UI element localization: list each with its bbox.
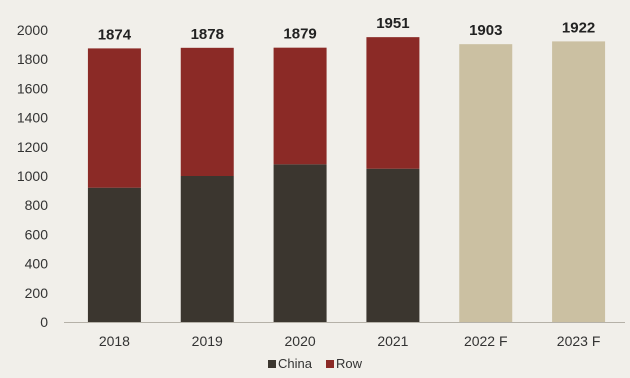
bar-forecast [552,41,606,322]
y-tick-label: 200 [25,285,49,301]
y-tick-label: 1000 [17,168,48,184]
y-tick-label: 0 [40,314,48,330]
total-label: 1878 [191,26,224,43]
total-label: 1903 [469,22,502,39]
x-tick-label: 2022 F [464,333,508,349]
x-tick-label: 2018 [99,333,130,349]
total-label: 1922 [562,19,595,36]
total-label: 1874 [98,26,132,43]
x-tick-label: 2019 [192,333,223,349]
y-tick-label: 2000 [17,22,48,38]
y-tick-label: 1200 [17,139,48,155]
bar-row [87,48,141,188]
bars [87,37,606,323]
x-tick-label: 2023 F [557,333,601,349]
y-tick-label: 1400 [17,110,48,126]
total-labels: 1874 1878 1879 1951 1903 1922 [98,15,596,43]
total-label: 1879 [283,26,316,43]
total-label: 1951 [376,15,409,32]
legend-swatch-row [326,360,334,368]
y-axis-ticks: 0 200 400 600 800 1000 1200 1400 1600 1800 2000 [17,22,48,330]
legend-label-china: China [278,356,313,371]
y-tick-label: 1600 [17,80,48,96]
bar-row [366,37,420,169]
legend: China Row [268,356,363,371]
y-tick-label: 1800 [17,51,48,67]
bar-china [87,187,141,322]
y-tick-label: 800 [25,197,49,213]
legend-swatch-china [268,360,276,368]
bar-china [273,164,327,322]
y-tick-label: 600 [25,226,49,242]
bar-forecast [459,44,513,323]
y-tick-label: 400 [25,256,49,272]
x-tick-label: 2020 [285,333,316,349]
x-tick-label: 2021 [377,333,408,349]
bar-row [180,47,234,177]
bar-row [273,47,327,165]
x-axis-ticks: 2018 2019 2020 2021 2022 F 2023 F [99,333,601,349]
bar-china [366,168,420,322]
legend-label-row: Row [336,356,363,371]
bar-china [180,176,234,322]
